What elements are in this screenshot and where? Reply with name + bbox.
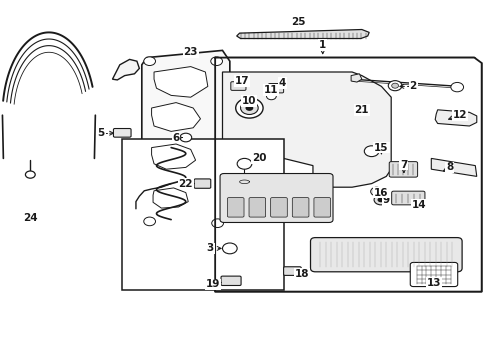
FancyBboxPatch shape	[248, 198, 265, 217]
Circle shape	[266, 93, 276, 100]
Circle shape	[245, 105, 253, 111]
Circle shape	[387, 81, 401, 91]
Text: 18: 18	[294, 269, 309, 279]
Text: 14: 14	[411, 200, 426, 210]
FancyBboxPatch shape	[283, 267, 301, 275]
Text: 3: 3	[206, 243, 213, 253]
Polygon shape	[142, 50, 229, 232]
Text: 17: 17	[234, 76, 249, 86]
FancyBboxPatch shape	[313, 198, 330, 217]
Text: 9: 9	[382, 195, 389, 205]
Circle shape	[373, 195, 387, 205]
Circle shape	[210, 57, 222, 66]
Text: 7: 7	[399, 159, 407, 170]
Circle shape	[391, 83, 398, 88]
Text: 5: 5	[98, 128, 104, 138]
Text: 23: 23	[183, 47, 198, 57]
Bar	[122, 139, 283, 290]
Text: 15: 15	[373, 143, 388, 153]
FancyBboxPatch shape	[292, 198, 308, 217]
Text: 10: 10	[242, 96, 256, 106]
Text: 4: 4	[278, 78, 285, 88]
Polygon shape	[236, 30, 368, 39]
Circle shape	[222, 243, 237, 254]
FancyBboxPatch shape	[268, 84, 283, 93]
Text: 22: 22	[178, 179, 193, 189]
Circle shape	[211, 219, 223, 228]
Text: 13: 13	[426, 278, 441, 288]
Text: 8: 8	[446, 162, 452, 172]
FancyBboxPatch shape	[310, 238, 461, 272]
FancyBboxPatch shape	[388, 162, 417, 177]
FancyBboxPatch shape	[194, 179, 210, 188]
Text: 12: 12	[451, 110, 466, 120]
Text: 21: 21	[354, 105, 368, 115]
Polygon shape	[430, 158, 476, 176]
Polygon shape	[151, 144, 195, 169]
Text: 6: 6	[172, 132, 179, 143]
Polygon shape	[434, 110, 476, 126]
Circle shape	[143, 57, 155, 66]
FancyBboxPatch shape	[220, 174, 332, 222]
FancyBboxPatch shape	[230, 82, 245, 90]
Text: 25: 25	[290, 17, 305, 27]
Circle shape	[370, 187, 382, 196]
Text: 19: 19	[205, 279, 220, 289]
Text: 11: 11	[264, 85, 278, 95]
Circle shape	[450, 82, 463, 92]
FancyBboxPatch shape	[270, 198, 287, 217]
Text: 2: 2	[409, 81, 416, 91]
Circle shape	[235, 98, 263, 118]
Text: 16: 16	[373, 188, 388, 198]
Circle shape	[143, 217, 155, 226]
FancyBboxPatch shape	[391, 191, 424, 205]
Text: 20: 20	[251, 153, 266, 163]
Polygon shape	[153, 188, 188, 208]
FancyBboxPatch shape	[227, 198, 244, 217]
Polygon shape	[151, 103, 200, 131]
Circle shape	[237, 158, 251, 169]
Text: 24: 24	[23, 213, 38, 223]
FancyBboxPatch shape	[221, 276, 241, 285]
Circle shape	[25, 171, 35, 178]
Polygon shape	[350, 74, 361, 82]
Circle shape	[364, 146, 378, 157]
Polygon shape	[222, 72, 390, 187]
Polygon shape	[215, 58, 481, 292]
Text: 1: 1	[319, 40, 325, 50]
Polygon shape	[154, 67, 207, 97]
Circle shape	[377, 197, 384, 202]
FancyBboxPatch shape	[409, 262, 457, 287]
Circle shape	[180, 133, 191, 142]
Polygon shape	[112, 59, 139, 80]
FancyBboxPatch shape	[113, 129, 131, 137]
Circle shape	[240, 102, 258, 114]
